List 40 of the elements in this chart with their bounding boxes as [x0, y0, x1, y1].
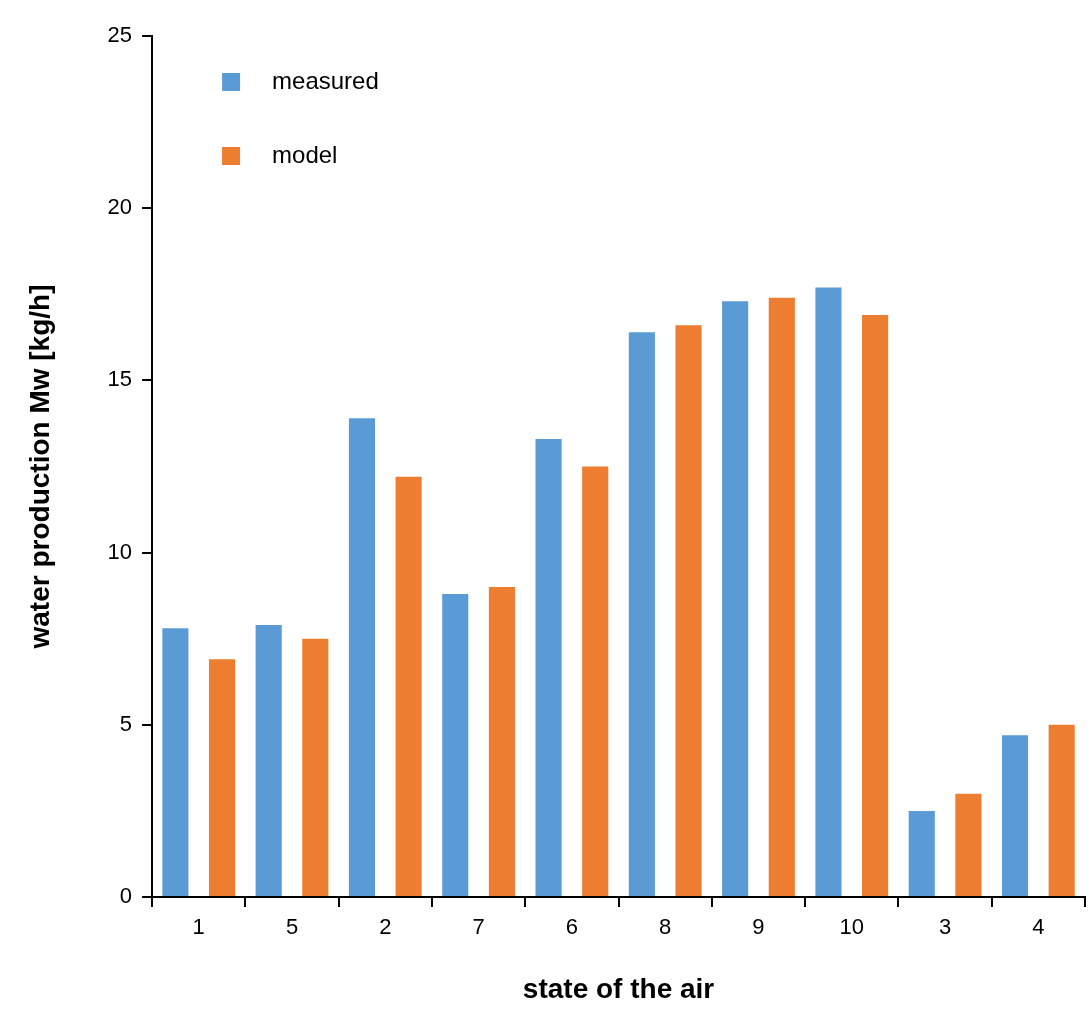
x-tick-label: 7	[472, 914, 485, 940]
x-tick-label: 1	[192, 914, 205, 940]
bar	[395, 476, 422, 896]
x-tick-label: 6	[565, 914, 579, 940]
bar	[208, 659, 236, 896]
y-axis-title: water production Mw [kg/h]	[23, 284, 55, 650]
bar	[722, 301, 749, 896]
bar	[815, 287, 842, 896]
y-tick-label: 25	[107, 22, 133, 48]
bar	[535, 438, 562, 896]
legend-label: measured	[272, 66, 379, 94]
bar	[908, 810, 935, 896]
bar	[675, 325, 702, 896]
y-tick-label: 5	[119, 710, 133, 736]
bar	[862, 314, 889, 896]
bar	[1048, 724, 1075, 896]
x-tick-label: 3	[938, 914, 952, 940]
bar	[768, 297, 795, 896]
bar	[348, 418, 376, 896]
x-tick-label: 8	[659, 914, 672, 940]
bar	[628, 332, 655, 896]
x-tick-label: 10	[839, 914, 865, 940]
bar	[488, 587, 515, 896]
bar	[302, 638, 329, 896]
bar	[1001, 735, 1029, 896]
x-axis-title: state of the air	[522, 972, 715, 1004]
y-tick-label: 0	[119, 883, 133, 909]
bar	[255, 624, 282, 896]
bar	[442, 593, 469, 896]
bar	[582, 466, 609, 896]
legend-label: model	[272, 140, 338, 168]
bar	[955, 793, 982, 896]
bar	[162, 628, 189, 896]
x-tick-label: 2	[379, 914, 392, 940]
x-tick-label: 9	[752, 914, 765, 940]
y-tick-label: 10	[107, 538, 133, 564]
x-tick-label: 4	[1032, 914, 1045, 940]
y-tick-label: 20	[107, 194, 133, 220]
x-tick-label: 5	[285, 914, 299, 940]
y-tick-label: 15	[107, 366, 133, 392]
